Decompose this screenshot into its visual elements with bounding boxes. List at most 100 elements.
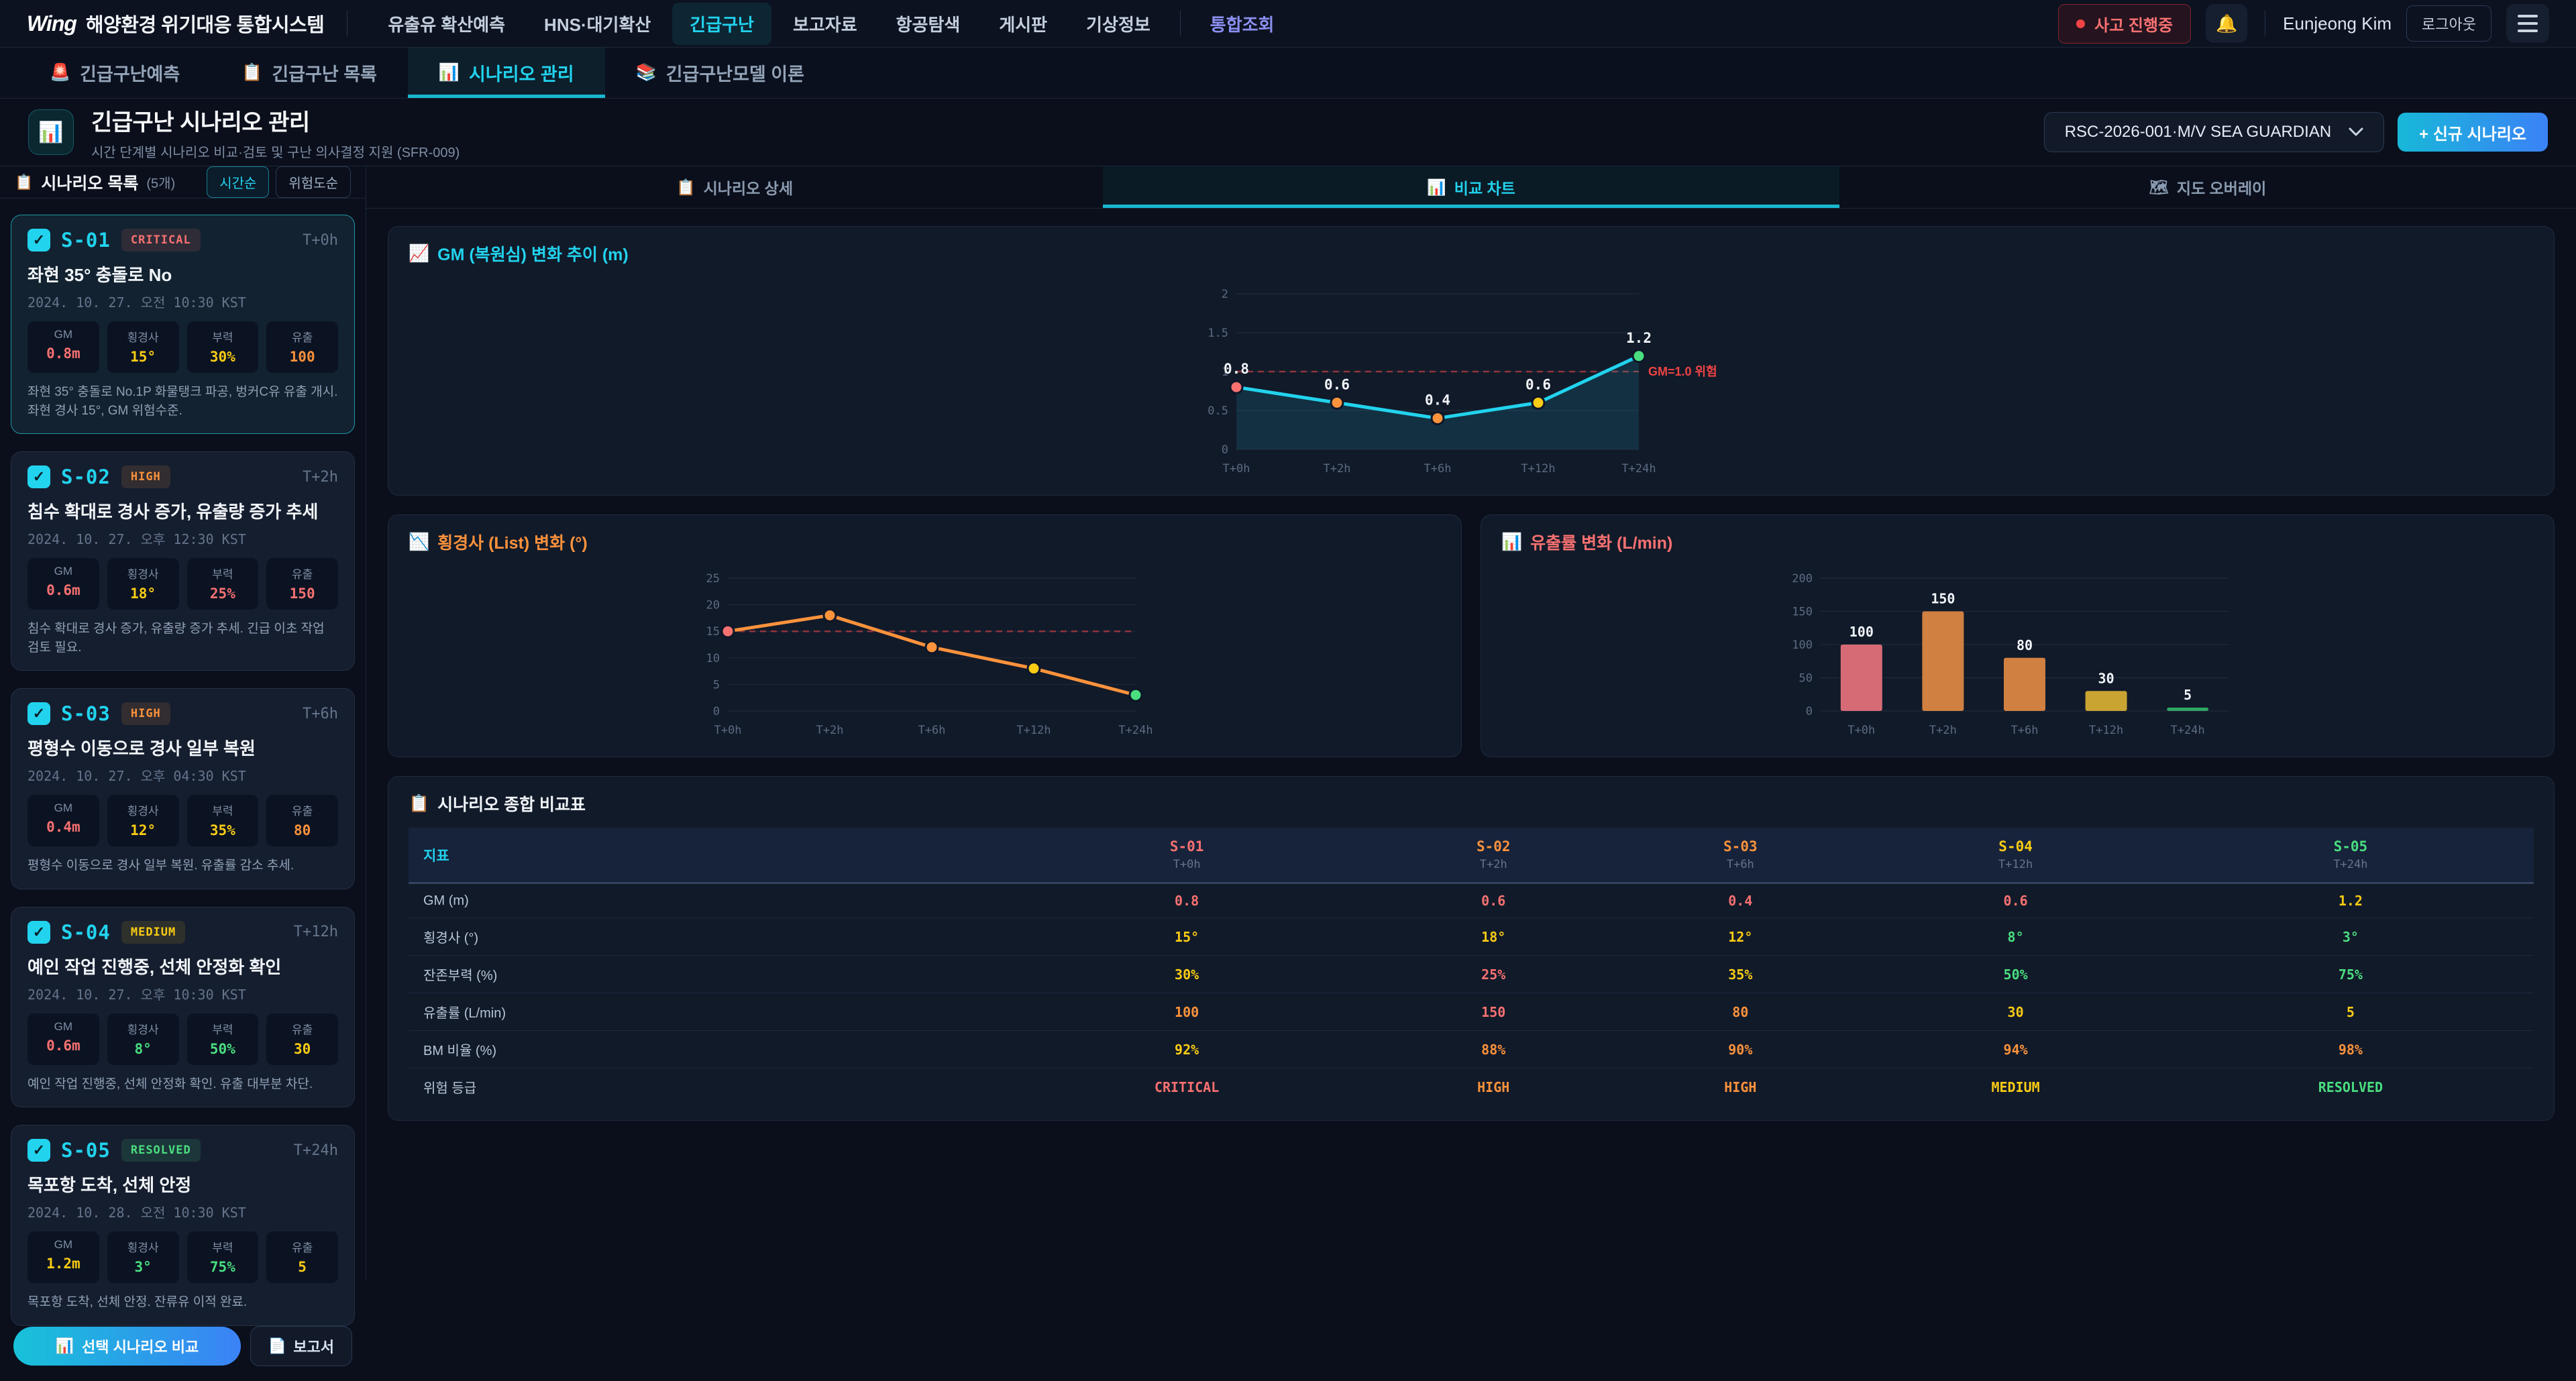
report-button[interactable]: 📄 보고서 bbox=[250, 1325, 352, 1366]
content-tab-2[interactable]: 📊 비교 차트 bbox=[1103, 166, 1839, 208]
svg-text:T+6h: T+6h bbox=[2010, 724, 2038, 737]
nav-item-7[interactable]: 기상정보 bbox=[1086, 14, 1150, 35]
metric-box: 유출 5 bbox=[266, 1231, 338, 1284]
nav-item-2[interactable]: HNS·대기확산 bbox=[544, 14, 651, 35]
scenario-list-header: 📋 시나리오 목록 (5개) 시간순 위험도순 bbox=[0, 166, 366, 199]
metric-label: 유출 bbox=[291, 568, 313, 582]
brand: Wing 해양환경 위기대응 통합시스템 bbox=[27, 9, 325, 38]
nav-item-6[interactable]: 게시판 bbox=[999, 14, 1048, 35]
incident-select[interactable]: RSC-2026-001·M/V SEA GUARDIAN bbox=[2043, 112, 2385, 152]
svg-text:1: 1 bbox=[1222, 366, 1228, 379]
scenario-description: 평형수 이동으로 경사 일부 복원. 유출률 감소 추세. bbox=[28, 859, 294, 873]
table-cell: 92% bbox=[1004, 1030, 1371, 1068]
content-tab-label: 시나리오 상세 bbox=[703, 180, 793, 197]
table-cell: 5 bbox=[2167, 993, 2534, 1031]
logout-button[interactable]: 로그아웃 bbox=[2406, 5, 2491, 42]
checkbox-checked-icon[interactable]: ✓ bbox=[28, 229, 50, 252]
notifications-button[interactable]: 🔔 bbox=[2206, 4, 2248, 43]
module-tab-label: 긴급구난 목록 bbox=[272, 64, 377, 85]
svg-text:80: 80 bbox=[2016, 637, 2032, 653]
svg-text:T+0h: T+0h bbox=[714, 724, 741, 737]
new-scenario-button[interactable]: + 신규 시나리오 bbox=[2398, 113, 2548, 152]
table-header-S-04: S-04 T+12h bbox=[1864, 828, 2167, 884]
scenario-column-id: S-03 bbox=[1723, 838, 1758, 854]
report-button-label: 보고서 bbox=[293, 1338, 334, 1356]
scenario-title: 침수 확대로 경사 증가, 유출량 증가 추세 bbox=[28, 502, 319, 522]
table-cell: MEDIUM bbox=[1991, 1079, 2040, 1095]
spill-chart-card: 📊 유출률 변화 (L/min) 0 50 100 150 200 T+0h T+2h T+6h T… bbox=[1481, 514, 2555, 757]
scenario-description: 목포항 도착, 선체 안정. 잔류유 이적 완료. bbox=[28, 1295, 248, 1310]
nav-item-1[interactable]: 유출유 확산예측 bbox=[388, 14, 506, 35]
scenario-card-top: ✓ S-03 HIGH T+6h bbox=[28, 702, 338, 726]
table-cell: 0.8 bbox=[1004, 883, 1371, 918]
metric-value: 80 bbox=[293, 822, 311, 839]
severity-badge: HIGH bbox=[121, 465, 170, 489]
scenario-card-S-03[interactable]: ✓ S-03 HIGH T+6h 평형수 이동으로 경사 일부 복원 2024. 10. … bbox=[11, 688, 355, 889]
checkbox-checked-icon[interactable]: ✓ bbox=[28, 1139, 50, 1162]
gm-chart-icon: 📈 bbox=[409, 243, 430, 263]
app-title: 해양환경 위기대응 통합시스템 bbox=[85, 15, 325, 36]
table-cell: 12° bbox=[1617, 918, 1864, 956]
svg-text:30: 30 bbox=[2098, 670, 2114, 686]
module-tab-2[interactable]: 📋 긴급구난 목록 bbox=[211, 48, 408, 98]
top-bar: Wing 해양환경 위기대응 통합시스템 유출유 확산예측 HNS·대기확산 긴급구… bbox=[0, 0, 2576, 48]
scenario-card-top: ✓ S-05 RESOLVED T+24h bbox=[28, 1139, 338, 1162]
table-row-label: 잔존부력 (%) bbox=[409, 955, 1004, 993]
nav-item-integrated-search[interactable]: 통합조회 bbox=[1210, 14, 1275, 35]
nav-item-3[interactable]: 긴급구난 bbox=[672, 2, 771, 45]
content-tab-3[interactable]: 🗺 지도 오버레이 bbox=[1839, 166, 2576, 208]
bell-icon: 🔔 bbox=[2215, 13, 2238, 34]
table-row: BM 비율 (%) 92% 88% 90% 94% 98% bbox=[409, 1030, 2534, 1068]
scenario-column-time: T+24h bbox=[2333, 858, 2368, 871]
module-tab-label: 시나리오 관리 bbox=[469, 64, 574, 85]
table-header-S-01: S-01 T+0h bbox=[1004, 828, 1371, 884]
chart-title-text: 유출률 변화 (L/min) bbox=[1530, 534, 1673, 553]
svg-text:0.6: 0.6 bbox=[1525, 376, 1551, 392]
content-tab-1[interactable]: 📋 시나리오 상세 bbox=[366, 166, 1103, 208]
svg-text:0.5: 0.5 bbox=[1208, 404, 1228, 418]
main-panel: 📋 시나리오 상세 📊 비교 차트 🗺 지도 오버레이 📈 GM (복원심) 변화 추이 (… bbox=[366, 166, 2576, 1281]
scenario-card-S-01[interactable]: ✓ S-01 CRITICAL T+0h 좌현 35° 충돌로 No 2024. 10. … bbox=[11, 215, 355, 435]
svg-text:150: 150 bbox=[1792, 606, 1813, 619]
chevron-down-icon bbox=[2349, 127, 2363, 136]
svg-text:T+2h: T+2h bbox=[1929, 724, 1956, 737]
table-cell: 0.6 bbox=[1864, 883, 2167, 918]
table-row: 횡경사 (°) 15° 18° 12° 8° 3° bbox=[409, 918, 2534, 956]
svg-text:T+24h: T+24h bbox=[2170, 724, 2204, 737]
checkbox-checked-icon[interactable]: ✓ bbox=[28, 920, 50, 944]
clipboard-icon: 📋 bbox=[409, 793, 430, 813]
brand-logo: Wing bbox=[27, 11, 77, 36]
metric-box: 유출 150 bbox=[266, 558, 338, 610]
scenario-title: 목포항 도착, 선체 안정 bbox=[28, 1175, 192, 1196]
module-tab-1[interactable]: 🚨 긴급구난예측 bbox=[19, 48, 211, 98]
table-cell: HIGH bbox=[1477, 1079, 1510, 1095]
table-row: 위험 등급 CRITICAL HIGH HIGH MEDIUM RESOLVED bbox=[409, 1068, 2534, 1106]
nav-item-4[interactable]: 보고자료 bbox=[792, 14, 857, 35]
list-chart-title: 📉 횡경사 (List) 변화 (°) bbox=[409, 530, 1441, 554]
module-tab-3[interactable]: 📊 시나리오 관리 bbox=[407, 48, 605, 98]
table-row: 유출률 (L/min) 100 150 80 30 5 bbox=[409, 993, 2534, 1031]
scenario-card-S-05[interactable]: ✓ S-05 RESOLVED T+24h 목포항 도착, 선체 안정 2024. 10.… bbox=[11, 1125, 355, 1326]
table-cell: 88% bbox=[1370, 1030, 1617, 1068]
scenario-card-S-02[interactable]: ✓ S-02 HIGH T+2h 침수 확대로 경사 증가, 유출량 증가 추세 2024… bbox=[11, 451, 355, 671]
sort-by-time-button[interactable]: 시간순 bbox=[207, 166, 270, 198]
scenario-title: 좌현 35° 충돌로 No bbox=[28, 265, 172, 285]
page-header-actions: RSC-2026-001·M/V SEA GUARDIAN + 신규 시나리오 bbox=[2043, 112, 2548, 152]
svg-text:20: 20 bbox=[706, 599, 719, 612]
menu-button[interactable] bbox=[2506, 4, 2549, 43]
nav-item-5[interactable]: 항공탐색 bbox=[896, 14, 961, 35]
metric-box: 부력 75% bbox=[186, 1231, 259, 1284]
charts-area: 📈 GM (복원심) 변화 추이 (m) 0 0.5 1 1.5 2 T+0h T+2h T+6h… bbox=[366, 209, 2576, 1138]
checkbox-checked-icon[interactable]: ✓ bbox=[28, 702, 50, 726]
table-cell: HIGH bbox=[1724, 1079, 1757, 1095]
module-tab-4[interactable]: 📚 긴급구난모델 이론 bbox=[605, 48, 835, 98]
sort-by-risk-button[interactable]: 위험도순 bbox=[276, 166, 351, 198]
scenario-metrics: GM 0.6m 횡경사 18° 부력 25% 유출 150 bbox=[28, 558, 338, 610]
metric-label: 부력 bbox=[212, 805, 233, 818]
checkbox-checked-icon[interactable]: ✓ bbox=[28, 465, 50, 489]
svg-text:1.2: 1.2 bbox=[1626, 330, 1652, 346]
scenario-card-S-04[interactable]: ✓ S-04 MEDIUM T+12h 예인 작업 진행중, 선체 안정화 확인 2024… bbox=[11, 906, 355, 1108]
scenario-datetime: 2024. 10. 27. 오전 10:30 KST bbox=[28, 294, 246, 311]
compare-scenarios-button[interactable]: 📊 선택 시나리오 비교 bbox=[13, 1326, 241, 1366]
bar-chart-icon: 📊 bbox=[55, 1337, 74, 1354]
